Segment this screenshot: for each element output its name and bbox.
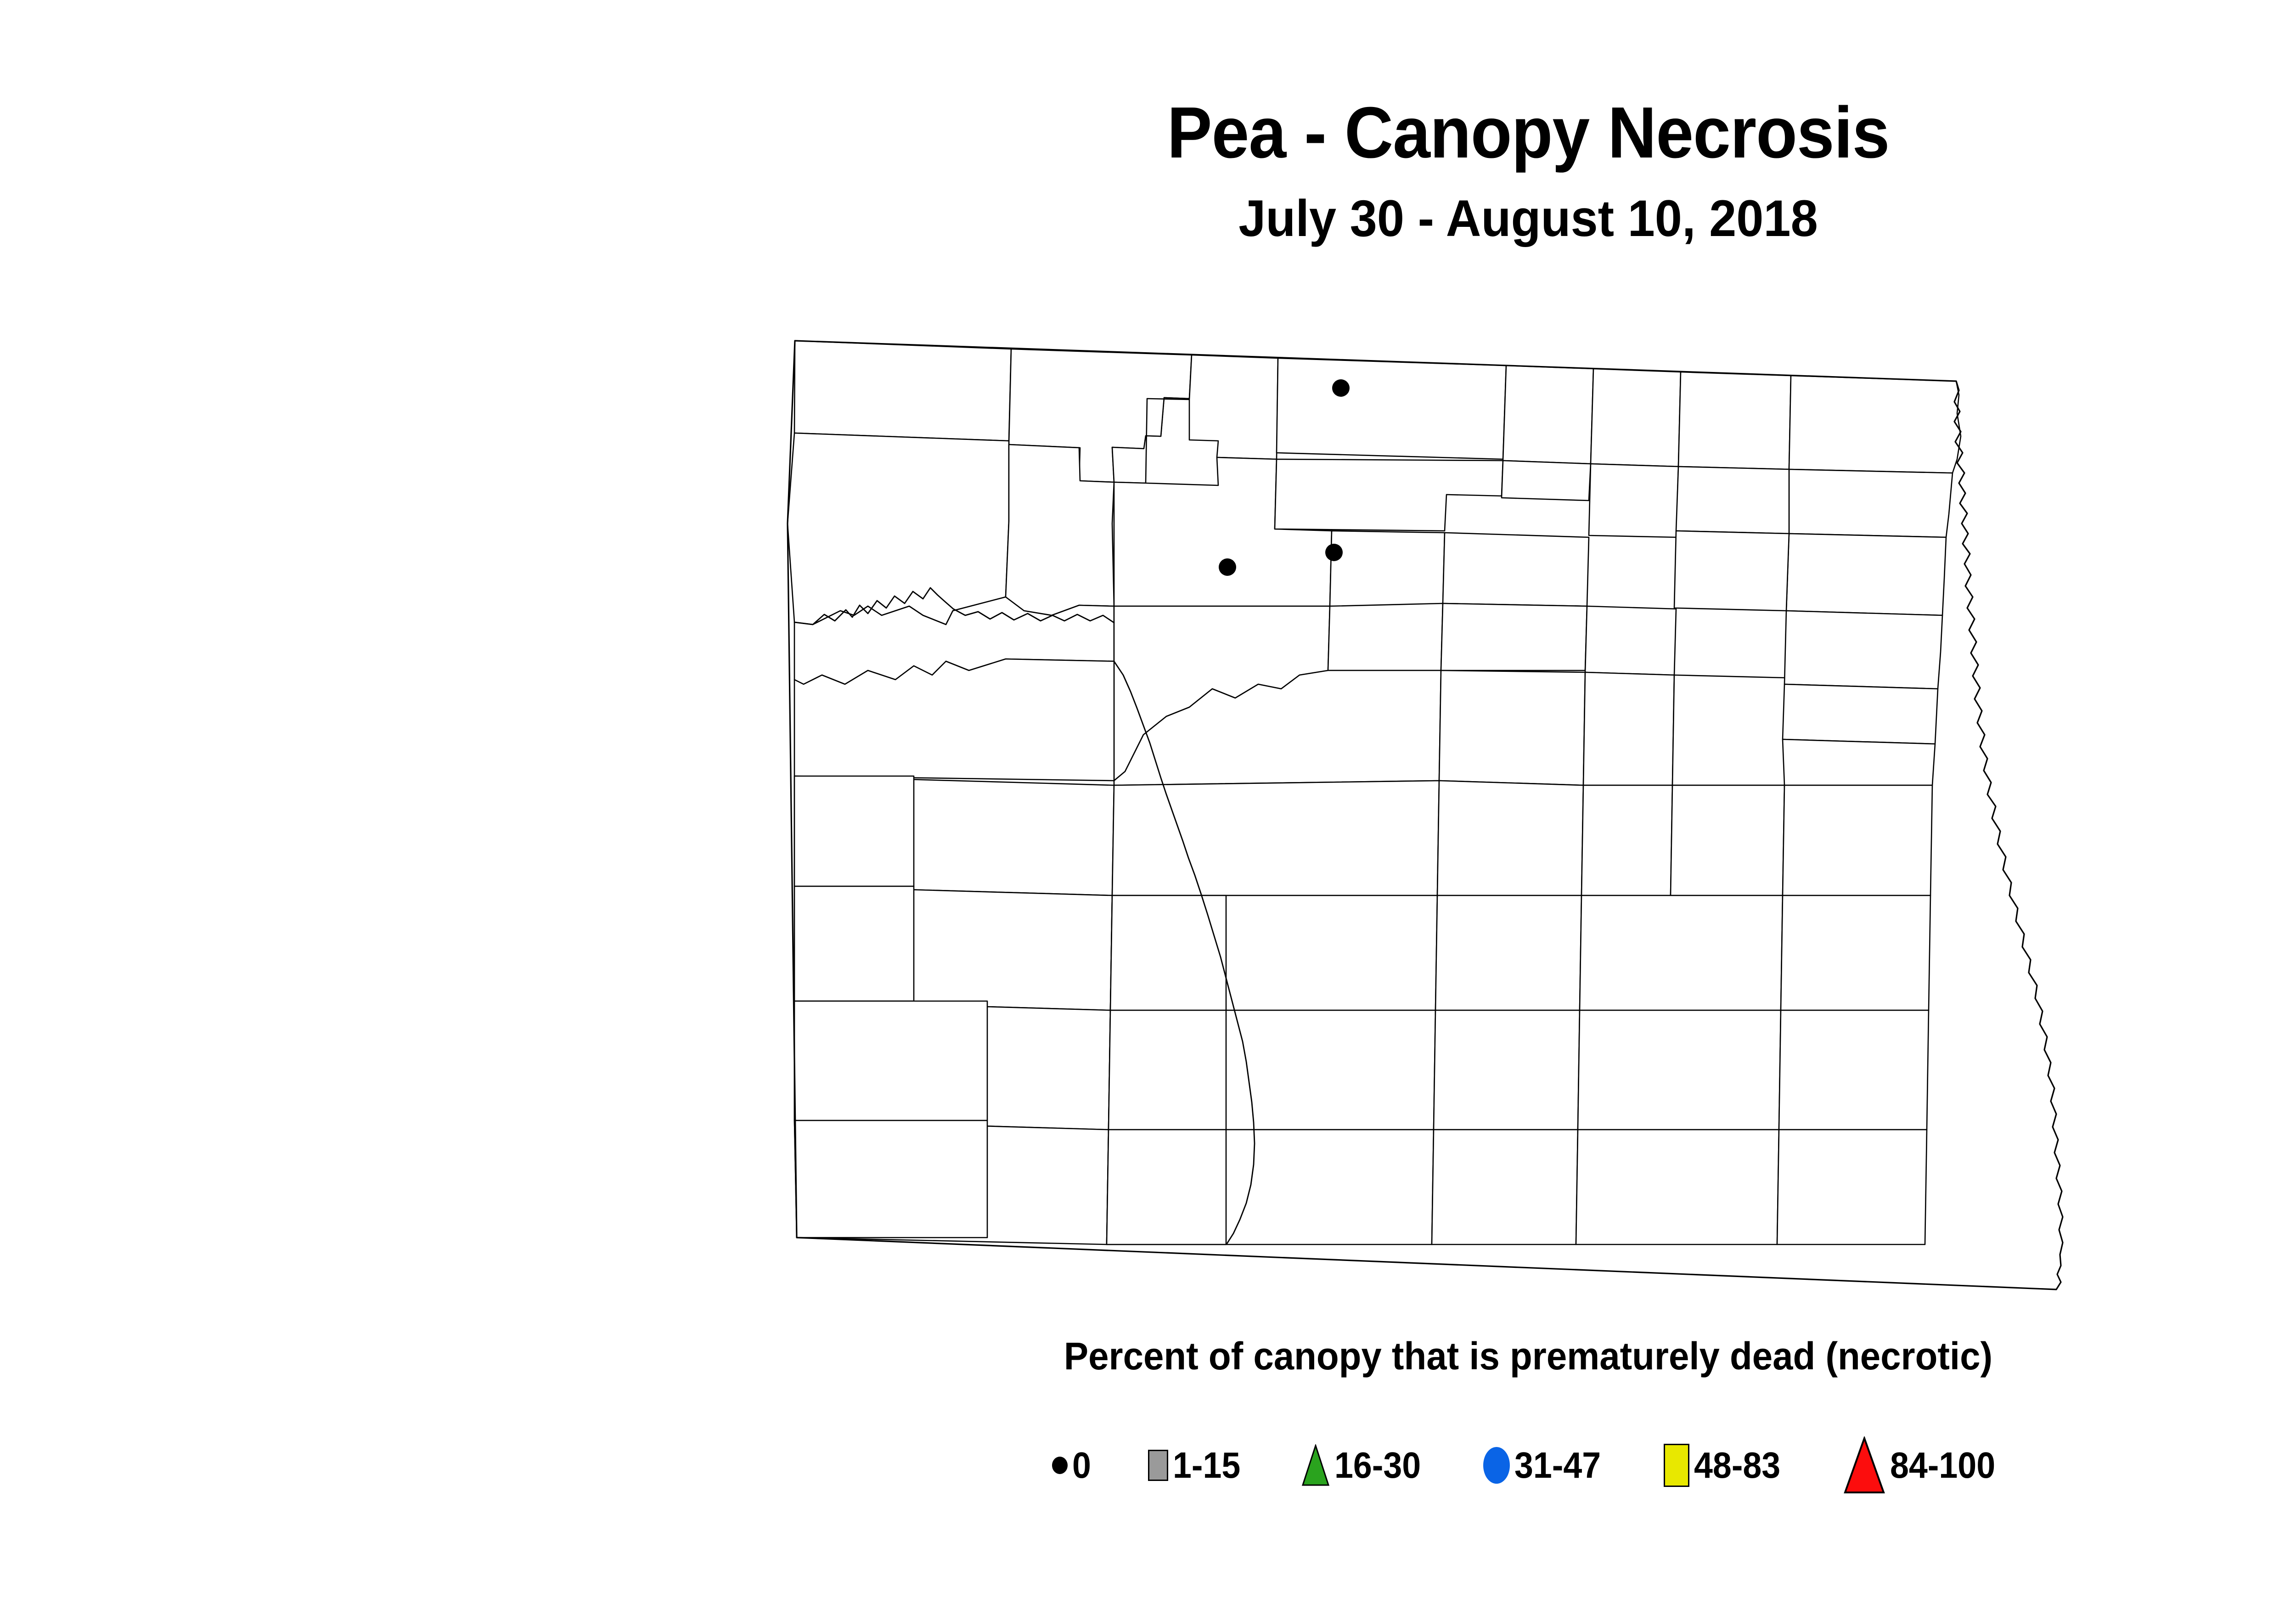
county-polygon (1434, 1010, 1580, 1130)
county-polygon (1672, 675, 1786, 785)
legend-item-0[interactable]: 0 (1052, 1447, 1093, 1484)
county-polygon (1674, 531, 1789, 611)
county-polygon (1437, 781, 1583, 895)
county-polygon (1789, 376, 1961, 473)
map-svg (787, 340, 2064, 1290)
legend-label: 1-15 (1172, 1445, 1241, 1486)
data-point-0[interactable] (1325, 544, 1343, 561)
county-polygon (1678, 372, 1791, 469)
county-polygon (1581, 785, 1672, 895)
missouri-river-layer (793, 587, 1255, 1244)
county-polygon (1439, 670, 1585, 785)
green-triangle-icon (1301, 1444, 1330, 1486)
north-dakota-outline (787, 340, 2064, 1290)
county-polygon (1328, 603, 1443, 670)
county-polygon (1435, 895, 1581, 1010)
yellow-square-icon (1664, 1444, 1690, 1487)
county-polygon (1779, 1010, 1929, 1130)
county-polygon (1783, 684, 1938, 744)
county-polygon (1503, 366, 1593, 464)
state-outline-layer (787, 340, 2064, 1290)
county-polygon (1783, 739, 1935, 785)
blue-circle-icon (1483, 1447, 1510, 1484)
legend-item-84-100[interactable]: 84-100 (1843, 1436, 2004, 1494)
county-polygon (794, 1001, 987, 1120)
county-polygon (1110, 895, 1226, 1010)
legend-label: 31-47 (1514, 1445, 1601, 1486)
county-polygon (794, 659, 1114, 781)
legend: 0 1-15 16-30 31-47 4 (0, 1436, 2296, 1494)
county-polygon (1589, 464, 1678, 537)
county-polygon (1502, 461, 1591, 501)
page-subtitle: July 30 - August 10, 2018 (1238, 190, 1818, 247)
legend-label: 0 (1072, 1445, 1092, 1486)
county-polygon (1109, 1010, 1226, 1130)
county-polygon (1591, 369, 1681, 467)
county-polygon (1585, 606, 1676, 675)
legend-item-31-47[interactable]: 31-47 (1483, 1447, 1609, 1484)
county-polygon (1277, 358, 1506, 459)
legend-label: 48-83 (1694, 1445, 1781, 1486)
county-polygon (1786, 534, 1946, 615)
county-polygon (1441, 603, 1587, 670)
gray-square-icon (1148, 1450, 1168, 1481)
county-polygon (794, 886, 914, 1001)
legend-item-16-30[interactable]: 16-30 (1301, 1444, 1429, 1486)
red-triangle-icon (1843, 1436, 1885, 1494)
county-polygon (1432, 1130, 1578, 1244)
county-polygon (1777, 1130, 1927, 1244)
legend-item-1-15[interactable]: 1-15 (1148, 1447, 1246, 1484)
data-point-layer (1219, 379, 1350, 576)
data-point-0[interactable] (1219, 558, 1236, 576)
county-polygon (794, 1120, 987, 1238)
county-polygon (794, 776, 914, 886)
county-polygon (1443, 533, 1589, 606)
county-polygon (1783, 785, 1932, 895)
county-polygon (1112, 781, 1439, 895)
black-dot-icon (1052, 1457, 1068, 1474)
county-polygon (1676, 467, 1789, 534)
north-dakota-county-map (730, 321, 2259, 1313)
legend-item-48-83[interactable]: 48-83 (1664, 1444, 1788, 1487)
county-polygon (1107, 1130, 1226, 1244)
lake-sakakawea-outline (793, 587, 1115, 625)
county-polygon (788, 433, 1009, 625)
county-polygon (1784, 611, 1942, 689)
county-polygon (794, 341, 1011, 441)
county-polygon (1578, 1010, 1781, 1130)
county-polygon (1576, 1130, 1779, 1244)
page-title: Pea - Canopy Necrosis (1167, 92, 1890, 173)
county-polygon (1580, 895, 1783, 1010)
county-polygon (1789, 469, 1953, 537)
title-block: Pea - Canopy Necrosis July 30 - August 1… (0, 96, 2296, 244)
legend-label: 84-100 (1890, 1445, 1995, 1486)
legend-caption: Percent of canopy that is prematurely de… (1064, 1334, 1993, 1378)
legend-label: 16-30 (1334, 1445, 1421, 1486)
missouri-river-south (1113, 660, 1255, 1244)
data-point-0[interactable] (1332, 379, 1350, 397)
county-layer (788, 341, 1961, 1244)
county-polygon (1671, 785, 1784, 895)
county-polygon (1781, 895, 1930, 1010)
county-polygon (1114, 457, 1332, 606)
county-polygon (1583, 672, 1674, 785)
